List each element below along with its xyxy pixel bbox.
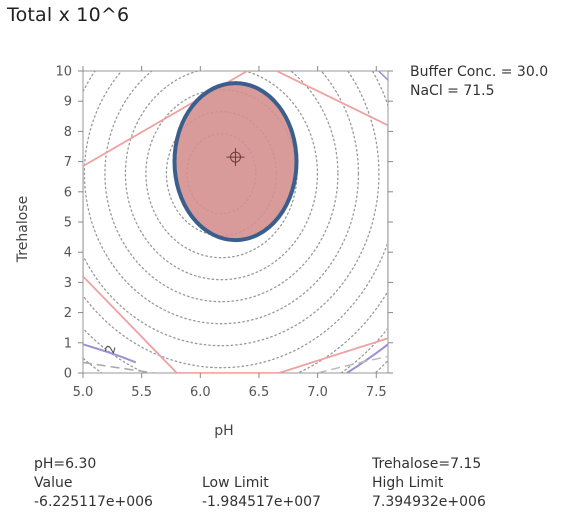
contour-line-5: [104, 71, 339, 303]
contour-purple-top-right: [378, 71, 388, 81]
x-tick-label-4: 7.0: [307, 385, 328, 400]
current-trehalose: Trehalose=7.15: [372, 456, 482, 472]
annotation-buffer-conc: Buffer Conc. = 30.0: [410, 64, 548, 80]
contour-line-8: [83, 71, 388, 369]
axis-ticks: 5.0 5.5 6.0 6.5 7.0 7.5 0 1 2 3 4 5 6 7 8 9 10: [55, 65, 393, 400]
y-tick-label-0: 0: [64, 367, 72, 382]
constraint-lines: [83, 71, 388, 373]
high-limit-label: High Limit: [372, 475, 444, 491]
annotation-nacl: NaCl = 71.5: [410, 83, 495, 99]
current-ph: pH=6.30: [34, 456, 97, 472]
y-tick-label-7: 7: [64, 155, 72, 170]
chart-title: Total x 10^6: [7, 4, 130, 26]
contour-dashed-low-1: [83, 361, 154, 373]
x-axis-title: pH: [214, 423, 233, 439]
contour-label: 2: [103, 344, 120, 356]
x-tick-label-5: 7.5: [366, 385, 387, 400]
y-tick-label-8: 8: [64, 125, 72, 140]
high-limit-value: 7.394932e+006: [372, 494, 486, 510]
contour-purple-right: [346, 343, 388, 373]
y-tick-label-2: 2: [64, 306, 72, 321]
contour-line-6: [83, 71, 360, 325]
x-tick-label-0: 5.0: [73, 385, 94, 400]
y-axis-title: Trehalose: [15, 196, 31, 263]
value-label: Value: [34, 475, 73, 491]
contour-dashed-low-2: [317, 355, 388, 373]
y-tick-label-6: 6: [64, 185, 72, 200]
x-tick-label-2: 6.0: [190, 385, 211, 400]
value-number: -6.225117e+006: [34, 494, 153, 510]
constraint-boundary: [83, 71, 388, 373]
y-tick-label-4: 4: [64, 246, 72, 261]
low-limit-label: Low Limit: [202, 475, 269, 491]
contour-plot: 2 5.0 5.5 6.0 6.5 7.0 7.5 0 1 2 3 4 5 6 7 8 9 10 Buffer …: [15, 64, 548, 439]
contour-line-4: [124, 71, 319, 281]
x-tick-label-1: 5.5: [131, 385, 152, 400]
contour-line-7: [83, 71, 380, 347]
y-tick-label-1: 1: [64, 336, 72, 351]
y-tick-label-5: 5: [64, 216, 72, 231]
y-tick-label-10: 10: [55, 65, 72, 80]
design-space-layer: [172, 81, 299, 243]
low-limit-value: -1.984517e+007: [202, 494, 321, 510]
contour-purple-left: [83, 343, 137, 364]
y-tick-label-9: 9: [64, 95, 72, 110]
x-tick-label-3: 6.5: [249, 385, 270, 400]
y-tick-label-3: 3: [64, 276, 72, 291]
